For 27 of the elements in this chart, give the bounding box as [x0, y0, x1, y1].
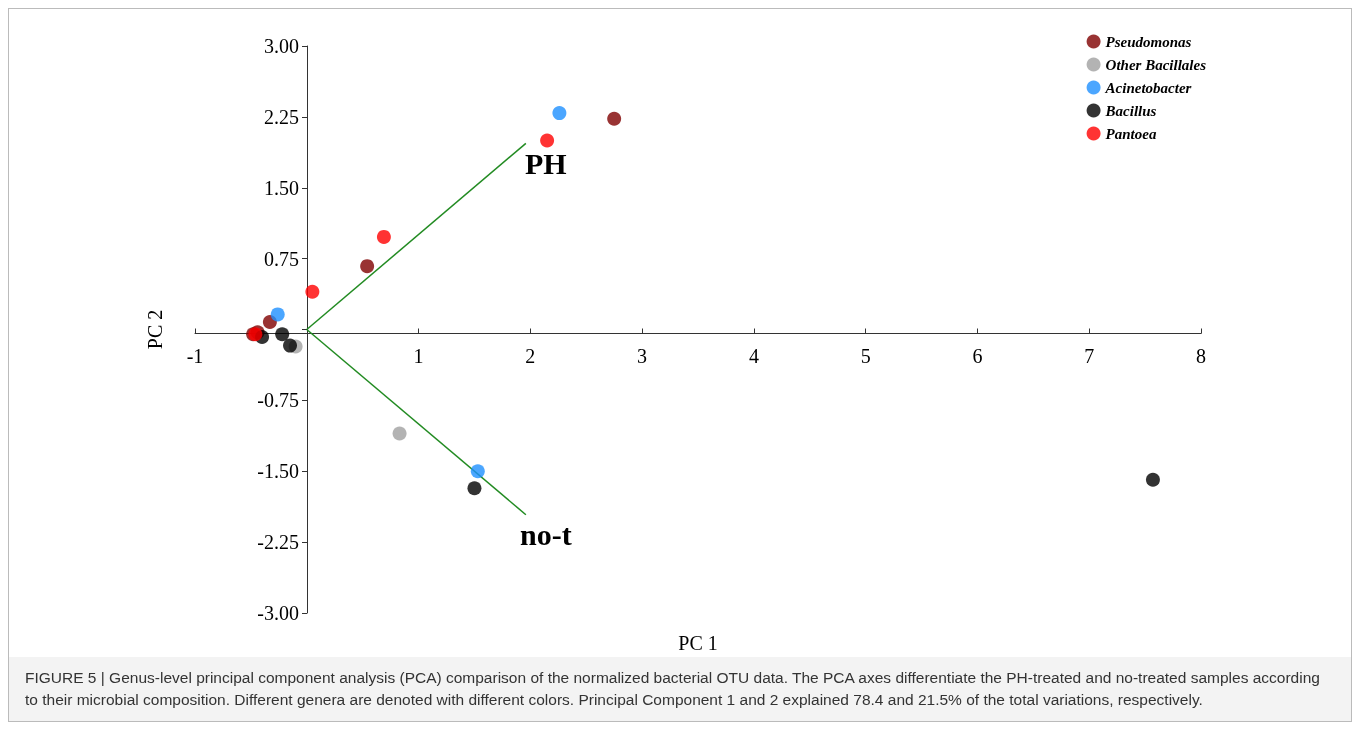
- legend-label: Pseudomonas: [1105, 33, 1192, 50]
- x-tick-label: 4: [748, 344, 759, 367]
- x-tick-label: 2: [525, 344, 536, 367]
- x-tick-label: -1: [186, 344, 204, 367]
- caption: FIGURE 5 | Genus-level principal component analysis (PCA) comparison of the normalized bacterial OTU data. The PCA axes differentiate the PH-treated and no-treated samples according to their microbial composition. Different genera are denoted with different colors. Principal Component 1 and 2 explained 78.4 and 21.5% of the total variations, respectively.: [25, 668, 1321, 710]
- x-tick-label: 1: [413, 344, 424, 367]
- x-axis-title: PC 1: [678, 632, 718, 654]
- y-tick-label: -2.25: [257, 531, 299, 554]
- y-tick-label: 1.50: [264, 176, 299, 199]
- x-tick-label: 8: [1196, 344, 1206, 367]
- y-tick-label: -0.75: [257, 389, 299, 412]
- series-label: no-t: [520, 518, 572, 552]
- y-tick-label: 0.75: [264, 247, 299, 270]
- legend-label: Bacillus: [1104, 102, 1157, 119]
- x-tick-label: 5: [860, 344, 871, 367]
- x-tick-label: 3: [637, 344, 648, 367]
- legend-label: Other Bacillales: [1105, 56, 1207, 73]
- x-tick-label: 6: [972, 344, 983, 367]
- legend-label: Pantoea: [1105, 125, 1157, 142]
- y-tick-label: -1.50: [257, 460, 299, 483]
- x-tick-label: 7: [1084, 344, 1095, 367]
- y-axis-title: PC 2: [144, 309, 166, 350]
- series-label: PH: [525, 146, 567, 180]
- y-tick-label: 3.00: [264, 35, 299, 57]
- y-tick-label: -3.00: [257, 602, 299, 624]
- y-tick-label: 2.25: [264, 105, 299, 128]
- legend-label: Acinetobacter: [1104, 79, 1192, 96]
